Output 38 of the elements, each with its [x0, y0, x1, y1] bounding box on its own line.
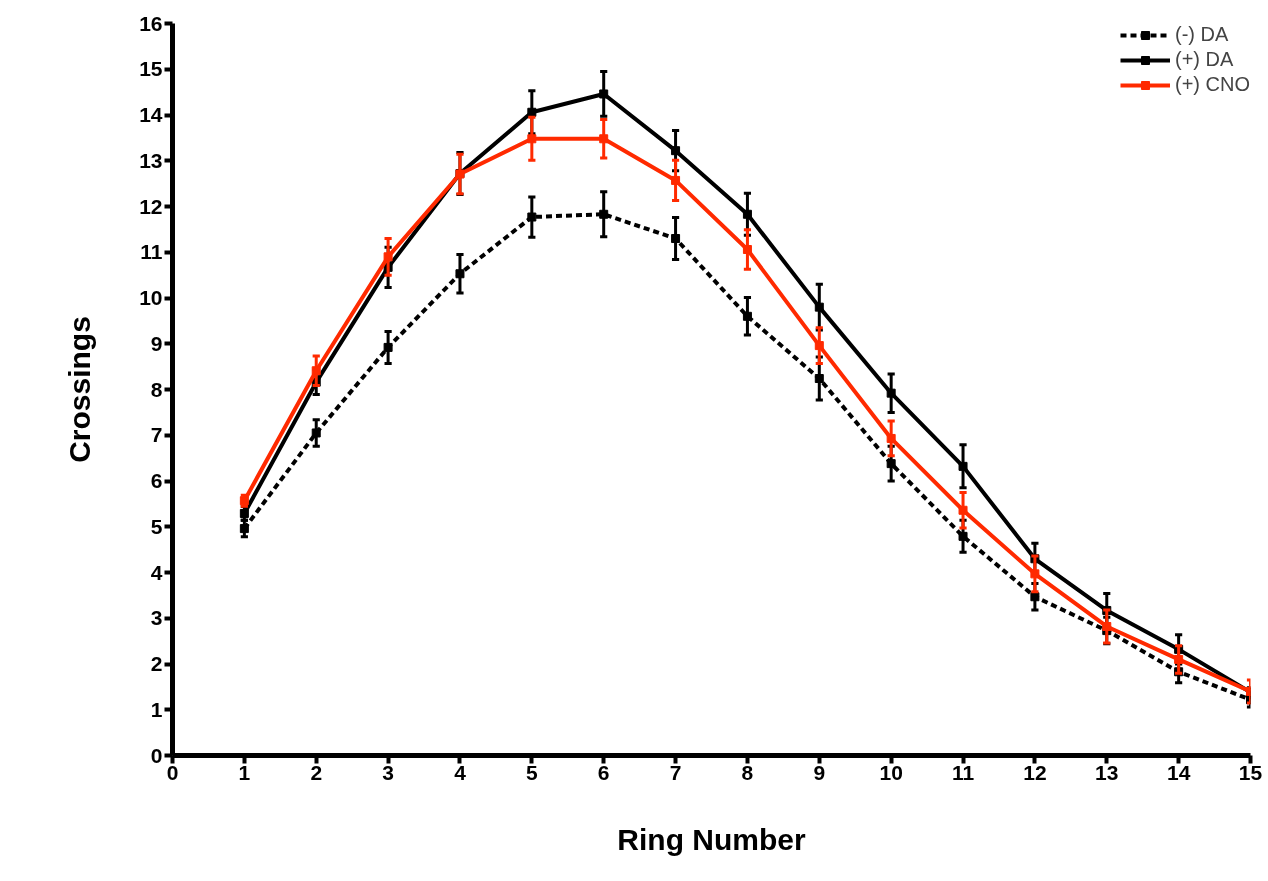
y-tick-label: 14: [139, 103, 163, 126]
y-tick-label: 15: [139, 57, 163, 81]
y-tick-label: 12: [139, 194, 163, 218]
x-tick-label: 0: [166, 760, 179, 784]
x-tick-label: 11: [951, 760, 975, 784]
x-axis-title: Ring Number: [617, 822, 806, 856]
x-tick-label: 8: [741, 760, 754, 784]
x-tick-label: 13: [1095, 760, 1119, 784]
x-tick-label: 10: [879, 760, 903, 784]
y-tick-label: 11: [140, 240, 163, 264]
x-tick-label: 1: [238, 760, 251, 784]
x-tick-label: 5: [525, 760, 538, 784]
y-tick-label: 16: [139, 11, 163, 35]
y-tick-label: 9: [150, 331, 163, 355]
y-tick-label: 10: [139, 286, 163, 309]
x-tick-label: 9: [813, 760, 826, 784]
x-tick-label: 7: [669, 760, 682, 784]
x-tick-label: 4: [454, 760, 467, 784]
y-tick-label: 0: [150, 743, 163, 767]
y-axis-title: Crossings: [63, 316, 97, 463]
x-tick-label: 14: [1166, 760, 1191, 784]
x-tick-label: 15: [1238, 760, 1263, 784]
y-tick-label: 4: [150, 560, 163, 584]
legend-label: (-) DA: [1175, 23, 1229, 46]
x-tick-label: 2: [310, 760, 323, 784]
y-tick-label: 8: [150, 377, 163, 401]
y-tick-label: 2: [150, 652, 163, 675]
y-tick-label: 13: [139, 148, 163, 172]
y-tick-label: 6: [150, 469, 163, 492]
y-tick-label: 1: [150, 697, 163, 721]
legend-label: (+) DA: [1175, 48, 1234, 71]
y-tick-label: 3: [150, 606, 163, 630]
x-tick-label: 3: [382, 760, 394, 784]
y-tick-label: 7: [150, 423, 163, 447]
legend-label: (+) CNO: [1175, 73, 1250, 96]
x-tick-label: 12: [1023, 760, 1047, 784]
y-tick-label: 5: [150, 514, 163, 538]
x-tick-label: 6: [597, 760, 610, 784]
